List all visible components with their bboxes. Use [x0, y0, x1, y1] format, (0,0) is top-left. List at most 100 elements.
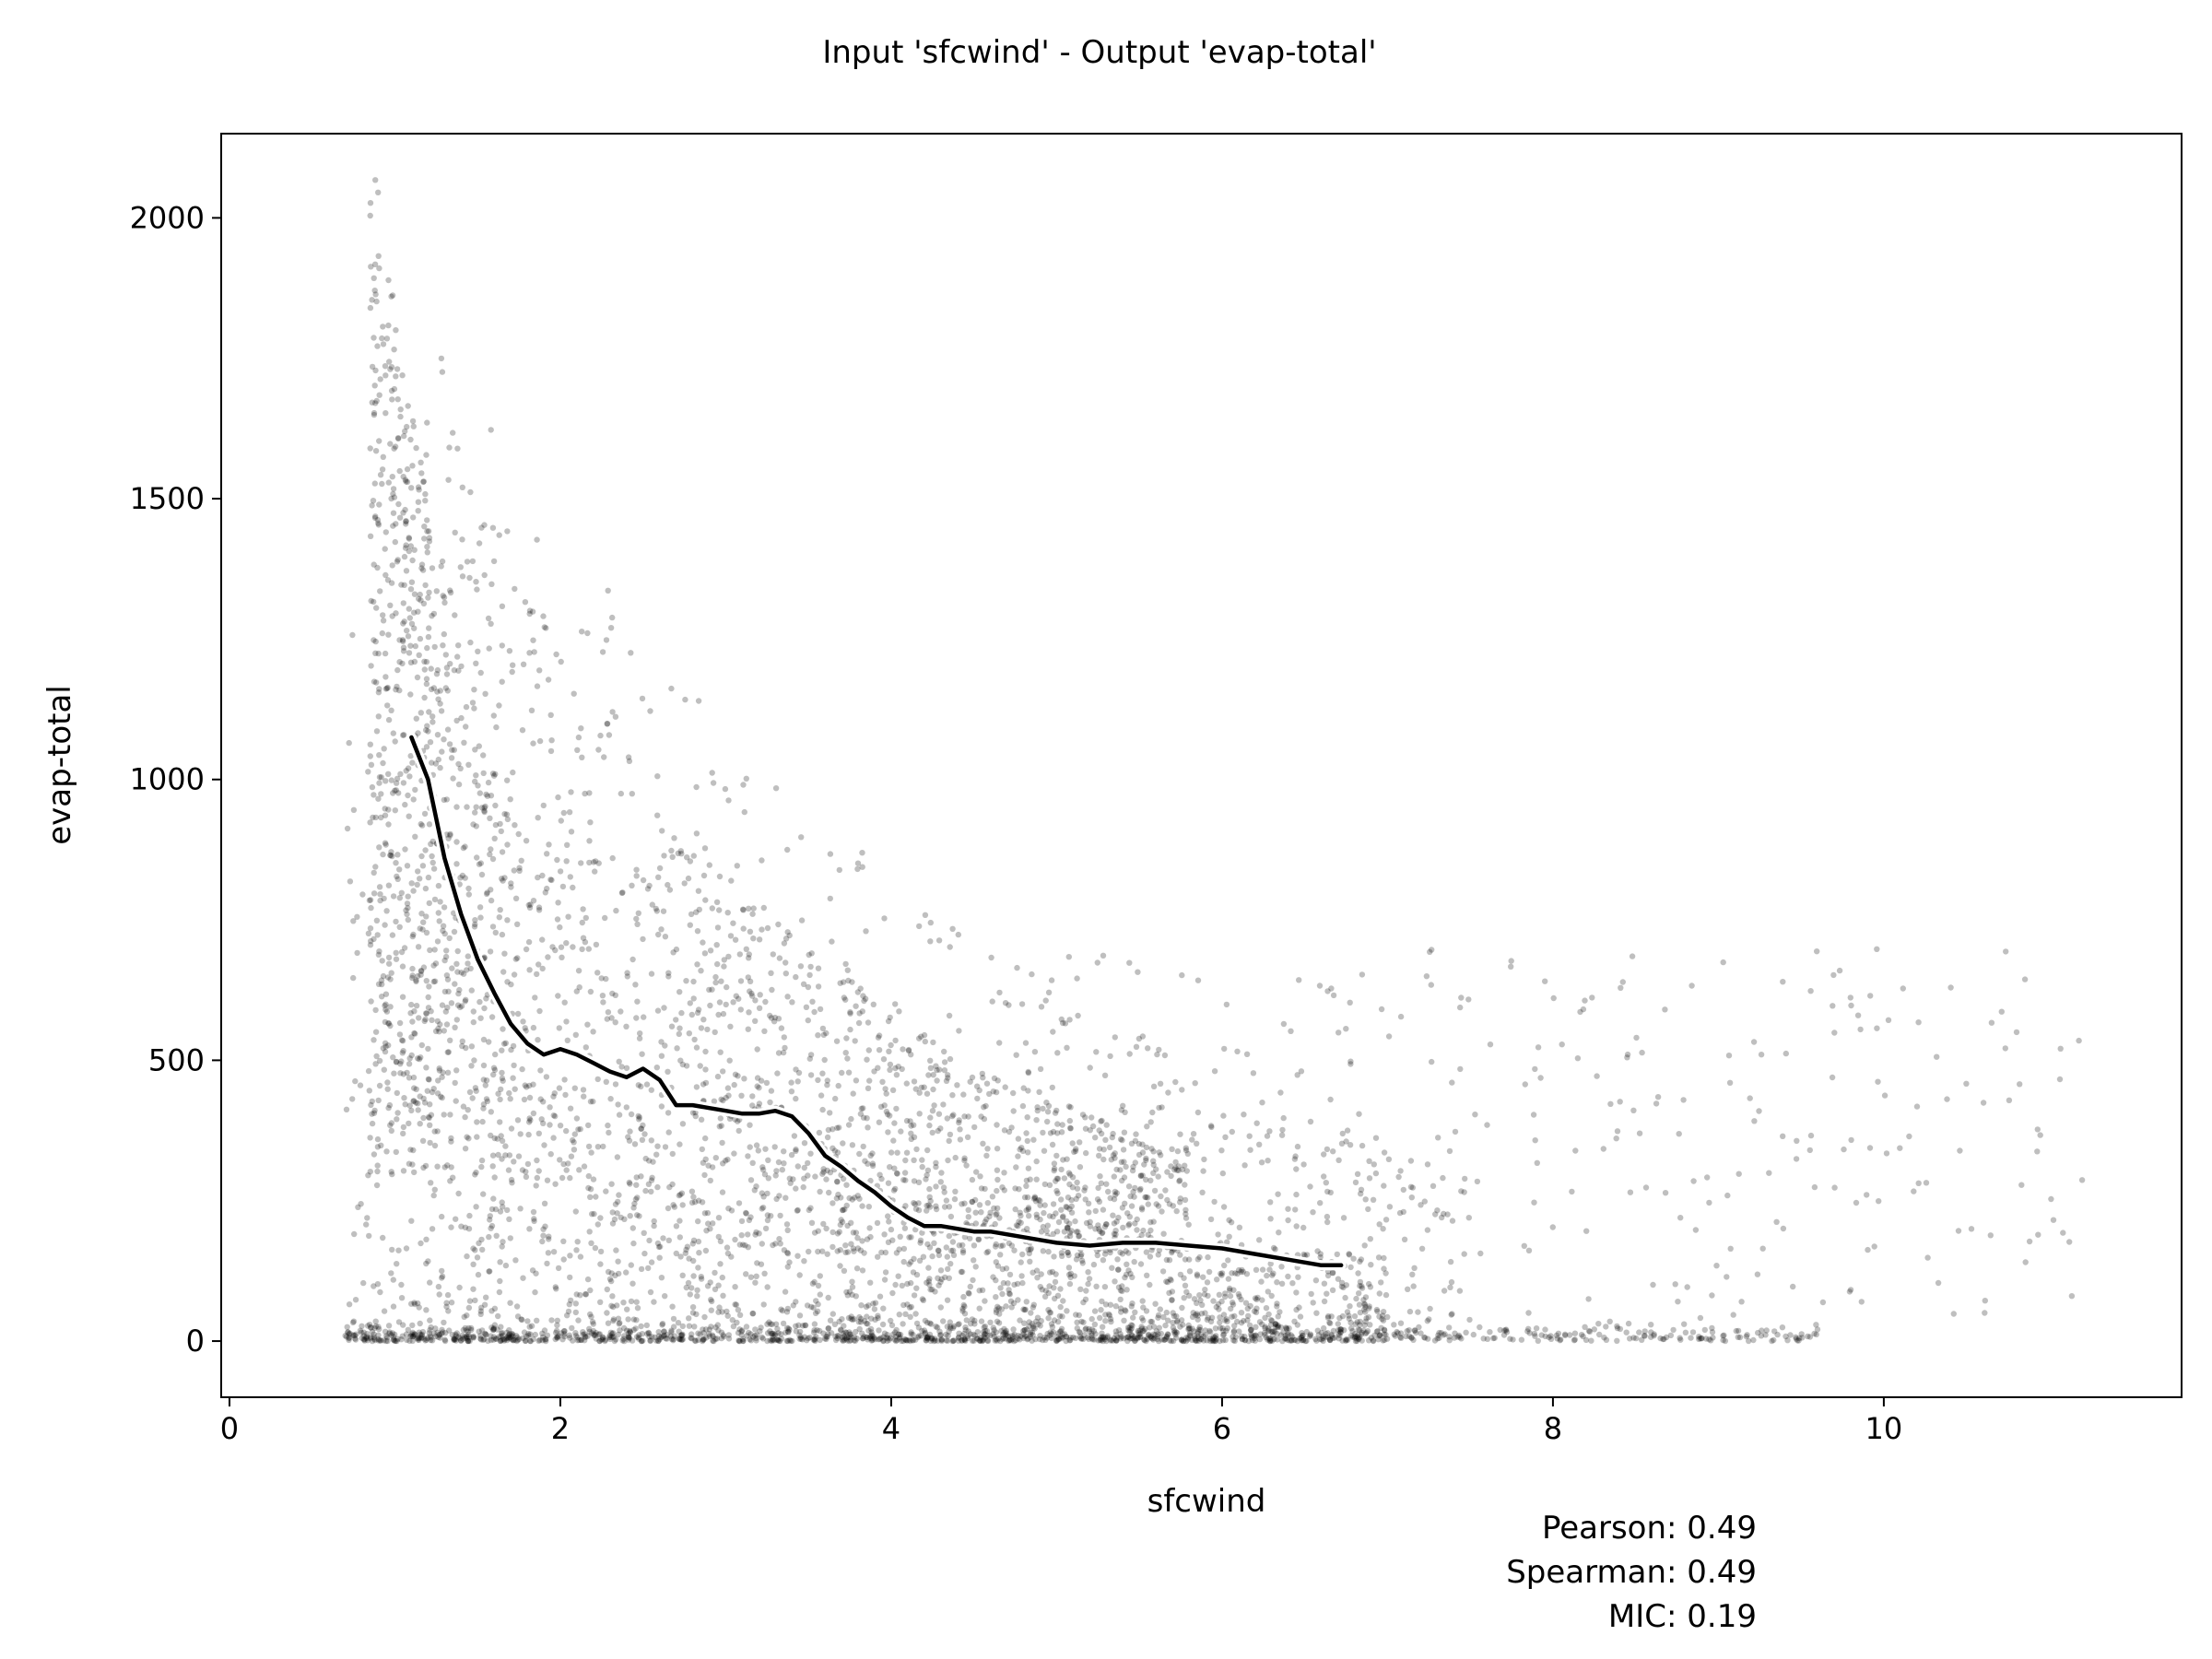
scatter-point [693, 830, 700, 837]
scatter-point [382, 922, 388, 928]
scatter-point [387, 1004, 394, 1010]
scatter-point [745, 1231, 751, 1238]
scatter-point [580, 1329, 586, 1335]
scatter-point [901, 1170, 909, 1176]
scatter-point [1294, 1143, 1301, 1150]
scatter-point [426, 538, 433, 545]
scatter-point [788, 1079, 794, 1086]
scatter-point [689, 1241, 696, 1247]
scatter-point [955, 931, 962, 938]
scatter-point [805, 1335, 811, 1342]
scatter-point [605, 1009, 612, 1016]
scatter-point [805, 983, 812, 991]
scatter-point [768, 1088, 775, 1094]
scatter-point [372, 400, 379, 406]
scatter-point [632, 982, 639, 988]
scatter-point [526, 610, 533, 618]
scatter-point [732, 1284, 738, 1290]
scatter-point [915, 1333, 923, 1339]
scatter-point [516, 867, 523, 874]
scatter-point [994, 1122, 1000, 1128]
scatter-point [1381, 1149, 1388, 1156]
scatter-point [418, 853, 425, 860]
scatter-point [834, 1332, 841, 1339]
scatter-point [507, 1235, 513, 1241]
scatter-point [665, 1205, 672, 1212]
scatter-point [721, 957, 727, 963]
scatter-point [489, 924, 497, 930]
scatter-point [535, 1337, 542, 1345]
scatter-point [1762, 1332, 1769, 1338]
scatter-point [1161, 1336, 1168, 1343]
scatter-point [1089, 1123, 1097, 1130]
scatter-point [537, 1067, 544, 1074]
scatter-point [1115, 1266, 1122, 1273]
scatter-point [1234, 1318, 1241, 1325]
scatter-point [1119, 1136, 1125, 1144]
scatter-point [498, 1133, 504, 1139]
scatter-point [1160, 1230, 1167, 1237]
scatter-point [395, 1247, 402, 1253]
scatter-point [398, 1295, 406, 1301]
scatter-point [901, 1225, 909, 1231]
scatter-point [639, 695, 646, 702]
scatter-point [1725, 1053, 1733, 1059]
scatter-point [1283, 1335, 1289, 1342]
scatter-point [387, 852, 394, 859]
scatter-point [427, 1317, 433, 1324]
scatter-point [408, 1331, 415, 1337]
scatter-point [466, 1212, 473, 1219]
scatter-point [444, 1162, 451, 1169]
scatter-point [510, 769, 516, 776]
scatter-point [574, 747, 581, 753]
scatter-point [1875, 1078, 1881, 1085]
scatter-point [535, 874, 541, 881]
scatter-point [843, 1035, 850, 1041]
scatter-point [371, 637, 377, 643]
scatter-point [832, 1333, 839, 1340]
scatter-point [690, 1257, 697, 1265]
scatter-point [996, 989, 1003, 996]
scatter-point [1266, 1266, 1273, 1273]
scatter-point [916, 923, 923, 930]
scatter-point [568, 789, 574, 795]
scatter-point [1313, 1310, 1320, 1316]
scatter-point [453, 839, 460, 845]
scatter-point [1136, 1187, 1144, 1194]
scatter-point [793, 1328, 799, 1335]
scatter-point [1385, 1156, 1393, 1163]
scatter-point [704, 1209, 712, 1217]
scatter-point [446, 935, 453, 942]
scatter-point [1457, 1065, 1464, 1073]
scatter-point [830, 1200, 836, 1206]
scatter-point [653, 1065, 660, 1071]
scatter-point [926, 1122, 933, 1129]
scatter-point [956, 1028, 962, 1034]
scatter-point [1361, 1306, 1368, 1313]
scatter-point [474, 1119, 480, 1125]
scatter-point [420, 1164, 427, 1171]
scatter-point [396, 467, 403, 475]
scatter-point [1525, 1325, 1532, 1333]
scatter-point [1353, 1295, 1359, 1302]
scatter-point [499, 1137, 506, 1145]
scatter-point [974, 1335, 981, 1342]
scatter-point [973, 1169, 980, 1175]
scatter-point [924, 1241, 931, 1248]
scatter-point [441, 594, 448, 601]
scatter-point [980, 1336, 986, 1343]
scatter-point [369, 297, 375, 303]
scatter-point [526, 967, 533, 973]
scatter-point [783, 1324, 791, 1332]
scatter-point [2037, 1132, 2043, 1138]
scatter-point [848, 1315, 854, 1323]
scatter-point [572, 1309, 579, 1316]
scatter-point [866, 1077, 873, 1084]
scatter-point [1065, 1194, 1072, 1201]
scatter-point [1531, 1330, 1538, 1337]
scatter-point [1228, 1305, 1234, 1312]
scatter-point [571, 1139, 577, 1146]
scatter-point [1064, 1044, 1070, 1052]
scatter-point [1141, 1336, 1147, 1343]
scatter-point [1241, 1162, 1248, 1169]
